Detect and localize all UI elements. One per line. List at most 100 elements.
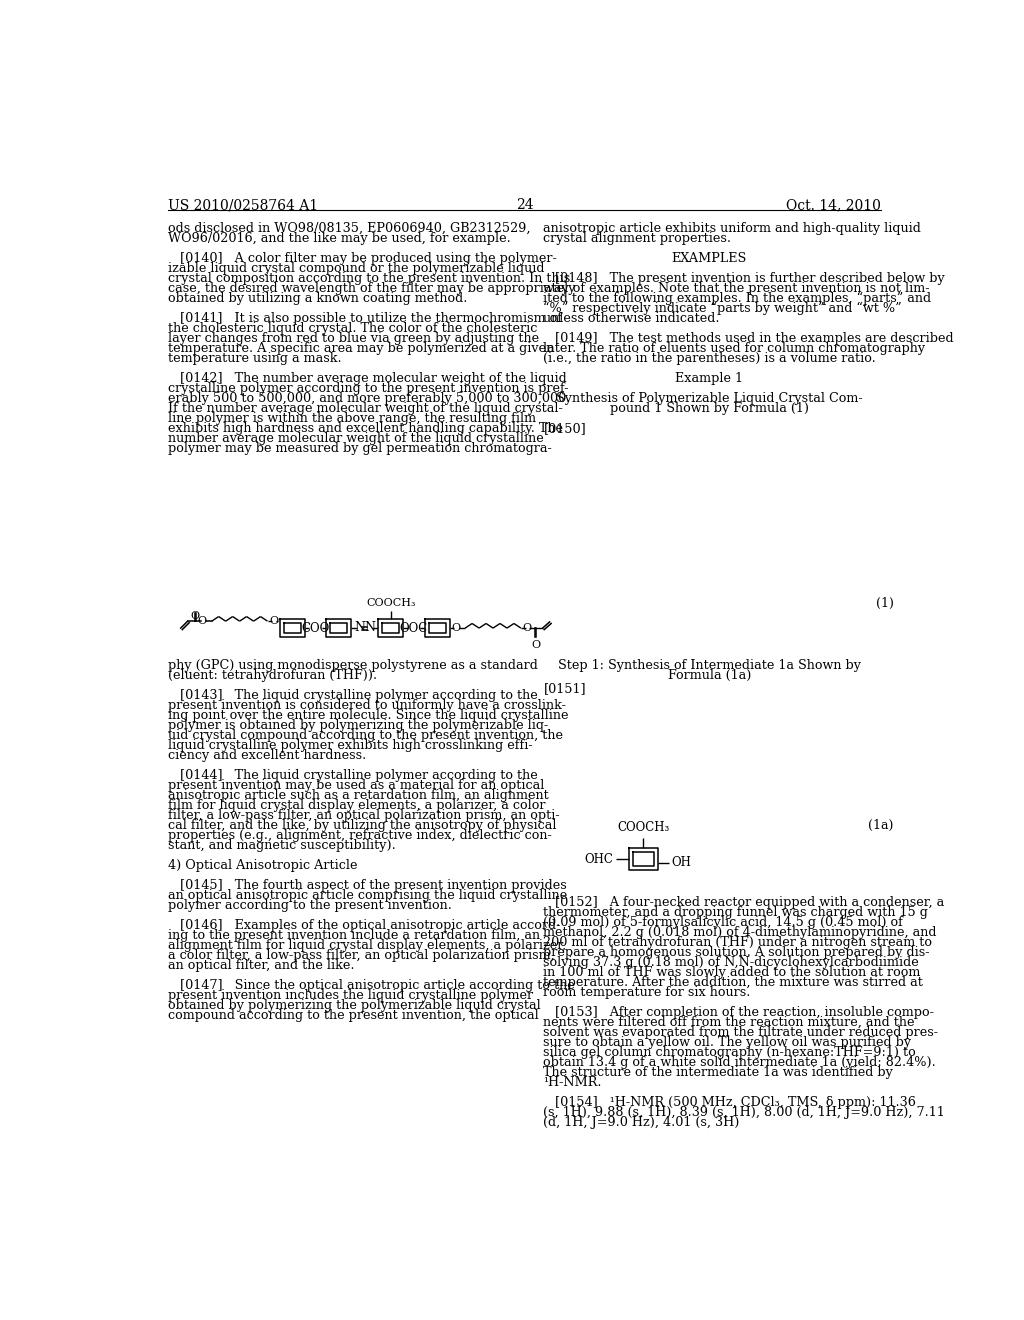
Text: cal filter, and the like, by utilizing the anisotropy of physical: cal filter, and the like, by utilizing t… [168,818,557,832]
Text: an optical anisotropic article comprising the liquid crystalline: an optical anisotropic article comprisin… [168,890,567,902]
Text: case, the desired wavelength of the filter may be appropriately: case, the desired wavelength of the filt… [168,281,575,294]
Text: US 2010/0258764 A1: US 2010/0258764 A1 [168,198,318,213]
Text: [0143]   The liquid crystalline polymer according to the: [0143] The liquid crystalline polymer ac… [168,689,538,702]
Text: (1): (1) [876,597,894,610]
Text: 200 ml of tetrahydrofuran (THF) under a nitrogen stream to: 200 ml of tetrahydrofuran (THF) under a … [544,936,933,949]
Text: (1a): (1a) [868,818,894,832]
Text: [0142]   The number average molecular weight of the liquid: [0142] The number average molecular weig… [168,372,567,384]
Text: COOCH₃: COOCH₃ [366,598,416,609]
Text: anisotropic article exhibits uniform and high-quality liquid: anisotropic article exhibits uniform and… [544,222,922,235]
Text: Synthesis of Polymerizable Liquid Crystal Com-: Synthesis of Polymerizable Liquid Crysta… [556,392,862,405]
Text: crystalline polymer according to the present invention is pref-: crystalline polymer according to the pre… [168,381,568,395]
Text: silica gel column chromatography (n-hexane:THF=9:1) to: silica gel column chromatography (n-hexa… [544,1047,916,1059]
Text: [0141]   It is also possible to utilize the thermochromism of: [0141] It is also possible to utilize th… [168,312,562,325]
Text: 4) Optical Anisotropic Article: 4) Optical Anisotropic Article [168,859,357,873]
Text: [0153]   After completion of the reaction, insoluble compo-: [0153] After completion of the reaction,… [544,1006,934,1019]
Text: erably 500 to 500,000, and more preferably 5,000 to 300,000.: erably 500 to 500,000, and more preferab… [168,392,570,405]
Text: temperature. After the addition, the mixture was stirred at: temperature. After the addition, the mix… [544,977,924,989]
Text: [0140]   A color filter may be produced using the polymer-: [0140] A color filter may be produced us… [168,252,557,264]
Text: later. The ratio of eluents used for column chromatography: later. The ratio of eluents used for col… [544,342,926,355]
Text: O: O [269,616,279,626]
Text: properties (e.g., alignment, refractive index, dielectric con-: properties (e.g., alignment, refractive … [168,829,552,842]
Text: polymer is obtained by polymerizing the polymerizable liq-: polymer is obtained by polymerizing the … [168,719,549,733]
Text: (eluent: tetrahydrofuran (THF)).: (eluent: tetrahydrofuran (THF)). [168,669,378,682]
Text: filter, a low-pass filter, an optical polarization prism, an opti-: filter, a low-pass filter, an optical po… [168,809,560,822]
Text: film for liquid crystal display elements, a polarizer, a color: film for liquid crystal display elements… [168,799,546,812]
Text: unless otherwise indicated.: unless otherwise indicated. [544,312,720,325]
Text: Step 1: Synthesis of Intermediate 1a Shown by: Step 1: Synthesis of Intermediate 1a Sho… [558,659,861,672]
Text: N: N [354,620,366,634]
Text: ing point over the entire molecule. Since the liquid crystalline: ing point over the entire molecule. Sinc… [168,709,568,722]
Text: polymer may be measured by gel permeation chromatogra-: polymer may be measured by gel permeatio… [168,442,552,455]
Text: obtain 13.4 g of a white solid intermediate 1a (yield: 82.4%).: obtain 13.4 g of a white solid intermedi… [544,1056,936,1069]
Text: O: O [190,611,200,622]
Text: solvent was evaporated from the filtrate under reduced pres-: solvent was evaporated from the filtrate… [544,1026,938,1039]
Text: sure to obtain a yellow oil. The yellow oil was purified by: sure to obtain a yellow oil. The yellow … [544,1036,911,1049]
Text: obtained by utilizing a known coating method.: obtained by utilizing a known coating me… [168,292,468,305]
Text: OOC: OOC [399,622,428,635]
Text: ing to the present invention include a retardation film, an: ing to the present invention include a r… [168,929,541,942]
Text: room temperature for six hours.: room temperature for six hours. [544,986,751,999]
Text: pound 1 Shown by Formula (1): pound 1 Shown by Formula (1) [609,401,809,414]
Text: [0154]   ¹H-NMR (500 MHz, CDCl₃, TMS, δ ppm): 11.36: [0154] ¹H-NMR (500 MHz, CDCl₃, TMS, δ pp… [544,1096,916,1109]
Text: WO96/02016, and the like may be used, for example.: WO96/02016, and the like may be used, fo… [168,231,511,244]
Text: ¹H-NMR.: ¹H-NMR. [544,1076,602,1089]
Text: Oct. 14, 2010: Oct. 14, 2010 [786,198,882,213]
Text: anisotropic article such as a retardation film, an alignment: anisotropic article such as a retardatio… [168,789,549,803]
Text: temperature using a mask.: temperature using a mask. [168,351,342,364]
Text: ited to the following examples. In the examples, “parts” and: ited to the following examples. In the e… [544,292,932,305]
Text: crystal composition according to the present invention. In this: crystal composition according to the pre… [168,272,570,285]
Text: alignment film for liquid crystal display elements, a polarizer,: alignment film for liquid crystal displa… [168,940,566,952]
Text: [0150]: [0150] [544,422,586,434]
Text: [0149]   The test methods used in the examples are described: [0149] The test methods used in the exam… [544,331,954,345]
Text: exhibits high hardness and excellent handling capability. The: exhibits high hardness and excellent han… [168,422,563,434]
Text: a color filter, a low-pass filter, an optical polarization prism,: a color filter, a low-pass filter, an op… [168,949,555,962]
Text: phy (GPC) using monodisperse polystyrene as a standard: phy (GPC) using monodisperse polystyrene… [168,659,539,672]
Text: present invention is considered to uniformly have a crosslink-: present invention is considered to unifo… [168,700,566,711]
Text: temperature. A specific area may be polymerized at a given: temperature. A specific area may be poly… [168,342,555,355]
Text: ods disclosed in WO98/08135, EP0606940, GB2312529,: ods disclosed in WO98/08135, EP0606940, … [168,222,530,235]
Text: compound according to the present invention, the optical: compound according to the present invent… [168,1010,539,1022]
Text: N: N [365,620,376,634]
Text: solving 37.3 g (0.18 mol) of N,N-dicyclohexylcarbodiimide: solving 37.3 g (0.18 mol) of N,N-dicyclo… [544,956,920,969]
Text: [0147]   Since the optical anisotropic article according to the: [0147] Since the optical anisotropic art… [168,979,575,993]
Text: in 100 ml of THF was slowly added to the solution at room: in 100 ml of THF was slowly added to the… [544,966,921,979]
Text: Example 1: Example 1 [675,372,743,384]
Text: ciency and excellent hardness.: ciency and excellent hardness. [168,748,367,762]
Text: izable liquid crystal compound or the polymerizable liquid: izable liquid crystal compound or the po… [168,261,545,275]
Text: nents were filtered off from the reaction mixture, and the: nents were filtered off from the reactio… [544,1016,914,1030]
Text: The structure of the intermediate 1a was identified by: The structure of the intermediate 1a was… [544,1067,893,1080]
Text: line polymer is within the above range, the resulting film: line polymer is within the above range, … [168,412,537,425]
Text: way of examples. Note that the present invention is not lim-: way of examples. Note that the present i… [544,281,930,294]
Text: obtained by polymerizing the polymerizable liquid crystal: obtained by polymerizing the polymerizab… [168,999,541,1012]
Text: (0.09 mol) of 5-formylsalicylic acid, 14.5 g (0.45 mol) of: (0.09 mol) of 5-formylsalicylic acid, 14… [544,916,903,929]
Text: liquid crystalline polymer exhibits high crosslinking effi-: liquid crystalline polymer exhibits high… [168,739,532,752]
Text: [0145]   The fourth aspect of the present invention provides: [0145] The fourth aspect of the present … [168,879,567,892]
Text: thermometer, and a dropping funnel was charged with 15 g: thermometer, and a dropping funnel was c… [544,906,929,919]
Text: number average molecular weight of the liquid crystalline: number average molecular weight of the l… [168,432,544,445]
Text: O: O [531,640,541,649]
Text: EXAMPLES: EXAMPLES [672,252,746,264]
Text: COOCH₃: COOCH₃ [617,821,670,834]
Text: OH: OH [672,857,691,870]
Text: layer changes from red to blue via green by adjusting the: layer changes from red to blue via green… [168,331,540,345]
Text: Formula (1a): Formula (1a) [668,669,751,682]
Text: O: O [452,623,461,634]
Text: (s, 1H), 9.88 (s, 1H), 8.39 (s, 1H), 8.00 (d, 1H, J=9.0 Hz), 7.11: (s, 1H), 9.88 (s, 1H), 8.39 (s, 1H), 8.0… [544,1106,945,1119]
Text: methanol, 2.2 g (0.018 mol) of 4-dimethylaminopyridine, and: methanol, 2.2 g (0.018 mol) of 4-dimethy… [544,927,937,939]
Text: [0144]   The liquid crystalline polymer according to the: [0144] The liquid crystalline polymer ac… [168,770,538,781]
Text: stant, and magnetic susceptibility).: stant, and magnetic susceptibility). [168,840,396,853]
Text: [0148]   The present invention is further described below by: [0148] The present invention is further … [544,272,945,285]
Text: an optical filter, and the like.: an optical filter, and the like. [168,960,354,973]
Text: “%” respectively indicate “parts by weight” and “wt %”: “%” respectively indicate “parts by weig… [544,302,902,315]
Text: (i.e., the ratio in the parentheses) is a volume ratio.: (i.e., the ratio in the parentheses) is … [544,351,877,364]
Text: (d, 1H, J=9.0 Hz), 4.01 (s, 3H): (d, 1H, J=9.0 Hz), 4.01 (s, 3H) [544,1117,739,1130]
Text: O: O [522,623,531,634]
Text: polymer according to the present invention.: polymer according to the present inventi… [168,899,453,912]
Text: If the number average molecular weight of the liquid crystal-: If the number average molecular weight o… [168,401,563,414]
Text: OHC: OHC [585,853,613,866]
Text: [0151]: [0151] [544,682,586,696]
Text: [0146]   Examples of the optical anisotropic article accord-: [0146] Examples of the optical anisotrop… [168,919,561,932]
Text: [0152]   A four-necked reactor equipped with a condenser, a: [0152] A four-necked reactor equipped wi… [544,896,945,909]
Text: 24: 24 [516,198,534,213]
